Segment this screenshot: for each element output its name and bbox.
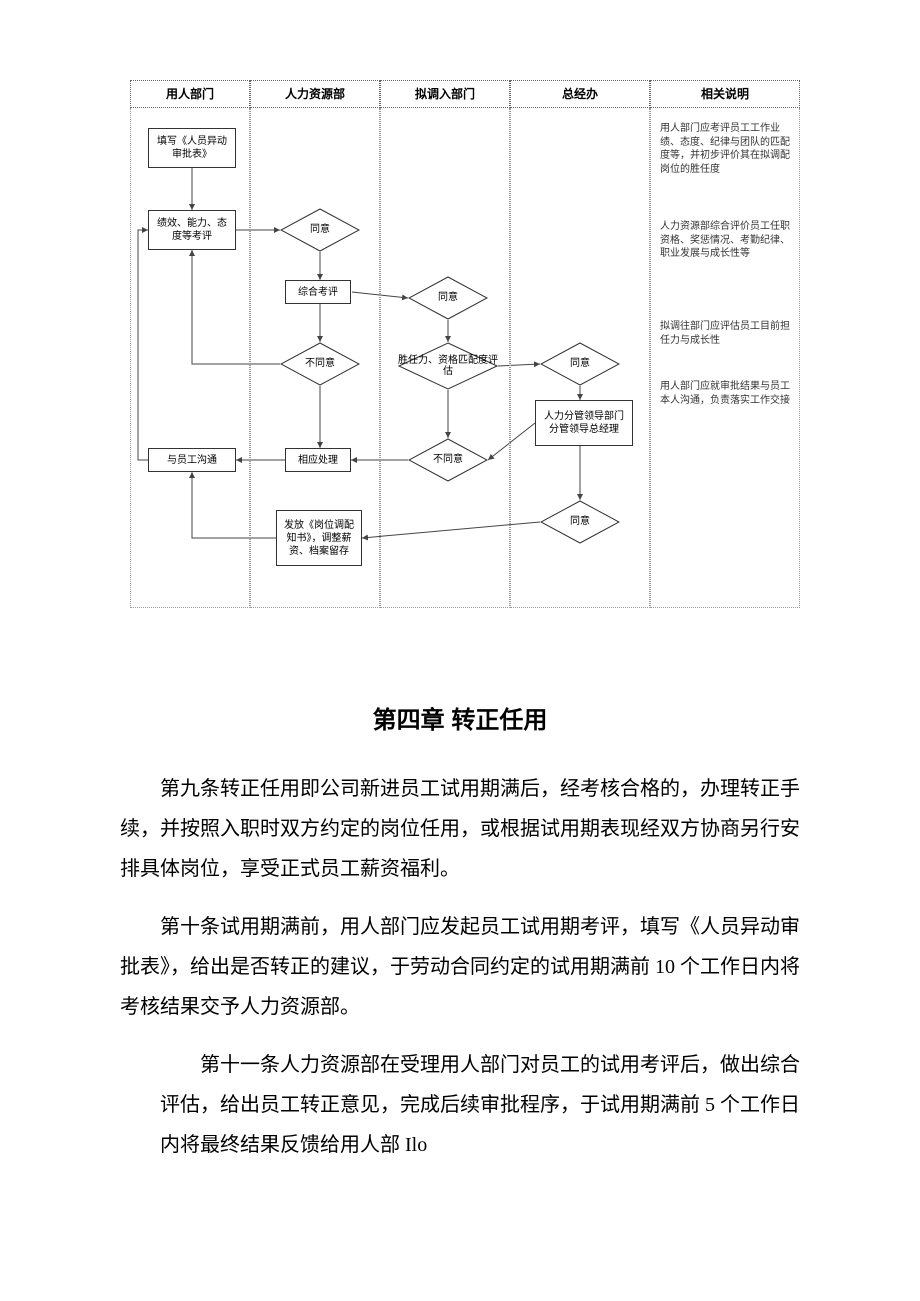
flowchart: 用人部门人力资源部拟调入部门总经办相关说明填写《人员异动审批表》绩效、能力、态度… [130,80,800,610]
flow-node-r4: 与员工沟通 [148,448,236,472]
paragraph-article-11: 第十一条人力资源部在受理用人部门对员工的试用考评后，做出综合评估，给出员工转正意… [160,1045,800,1165]
flow-node-r3: 综合考评 [285,280,351,304]
flow-node-r7: 发放《岗位调配知书》，调整薪资、档案留存 [276,510,362,566]
flow-decision-d4: 胜任力、资格匹配度评估 [398,342,498,390]
lane-header-lane2: 人力资源部 [250,80,380,108]
flow-node-r1: 填写《人员异动审批表》 [148,128,236,168]
flow-note-2: 拟调往部门应评估员工目前担任力与成长性 [660,320,792,347]
lane-body-lane5 [650,108,800,608]
paragraph-article-10: 第十条试用期满前，用人部门应发起员工试用期考评，填写《人员异动审批表》，给出是否… [120,907,800,1027]
flow-decision-d7: 同意 [540,500,620,544]
flow-decision-d1: 同意 [280,208,360,252]
document-body: 第四章 转正任用 第九条转正任用即公司新进员工试用期满后，经考核合格的，办理转正… [120,700,800,1183]
flow-note-0: 用人部门应考评员工工作业绩、态度、纪律与团队的匹配度等，并初步评价其在拟调配岗位… [660,122,792,176]
lane-header-lane3: 拟调入部门 [380,80,510,108]
lane-header-lane4: 总经办 [510,80,650,108]
flow-node-r6: 人力分管领导部门分管领导总经理 [535,400,633,446]
chapter-title: 第四章 转正任用 [120,700,800,735]
paragraph-article-9: 第九条转正任用即公司新进员工试用期满后，经考核合格的，办理转正手续，并按照入职时… [120,769,800,889]
lane-body-lane1 [130,108,250,608]
flow-note-3: 用人部门应就审批结果与员工本人沟通，负责落实工作交接 [660,380,792,407]
flow-note-1: 人力资源部综合评价员工任职资格、奖惩情况、考勤纪律、职业发展与成长性等 [660,220,792,261]
flow-decision-d3: 不同意 [280,342,360,386]
flow-decision-d5: 同意 [540,342,620,386]
lane-header-lane5: 相关说明 [650,80,800,108]
flow-decision-d2: 同意 [408,276,488,320]
lane-header-lane1: 用人部门 [130,80,250,108]
flow-decision-d6: 不同意 [408,438,488,482]
flow-node-r2: 绩效、能力、态度等考评 [148,210,236,250]
flow-node-r5: 相应处理 [285,448,351,472]
